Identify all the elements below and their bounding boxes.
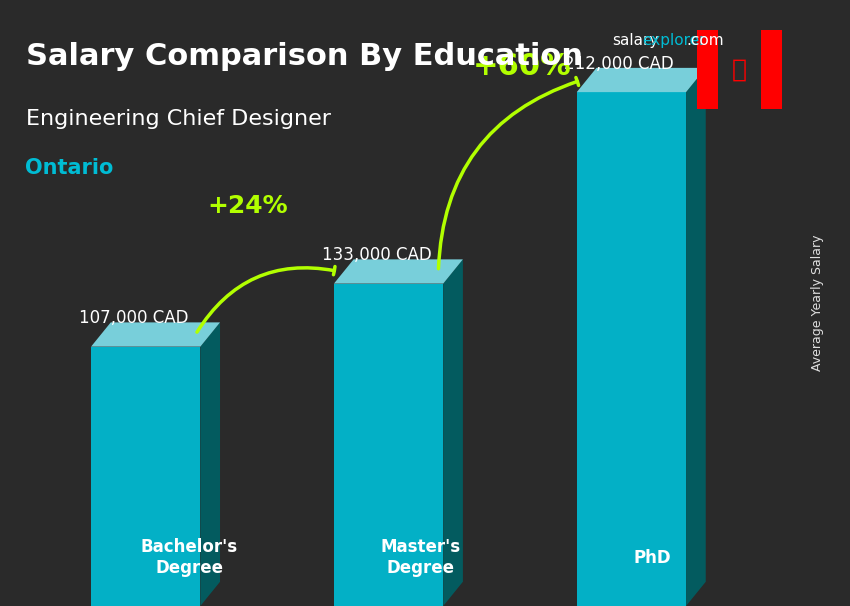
Polygon shape bbox=[443, 259, 463, 606]
Text: 133,000 CAD: 133,000 CAD bbox=[321, 246, 431, 264]
Text: salary: salary bbox=[612, 33, 659, 48]
Text: explorer: explorer bbox=[642, 33, 706, 48]
Text: Master's
Degree: Master's Degree bbox=[381, 538, 461, 577]
Text: Engineering Chief Designer: Engineering Chief Designer bbox=[26, 109, 331, 129]
Polygon shape bbox=[577, 68, 706, 92]
Text: Bachelor's
Degree: Bachelor's Degree bbox=[141, 538, 238, 577]
Polygon shape bbox=[686, 68, 706, 606]
Text: +24%: +24% bbox=[207, 194, 288, 218]
Text: +60%: +60% bbox=[473, 52, 571, 81]
Polygon shape bbox=[91, 322, 220, 347]
Polygon shape bbox=[761, 30, 782, 109]
Polygon shape bbox=[334, 284, 443, 606]
Polygon shape bbox=[91, 347, 201, 606]
Polygon shape bbox=[201, 322, 220, 606]
Text: Average Yearly Salary: Average Yearly Salary bbox=[812, 235, 824, 371]
Text: Salary Comparison By Education: Salary Comparison By Education bbox=[26, 42, 582, 72]
Text: 212,000 CAD: 212,000 CAD bbox=[564, 55, 674, 73]
Polygon shape bbox=[697, 30, 718, 109]
Text: Ontario: Ontario bbox=[26, 158, 114, 178]
Text: 🍁: 🍁 bbox=[732, 58, 747, 82]
Text: .com: .com bbox=[687, 33, 724, 48]
Polygon shape bbox=[334, 259, 463, 284]
Polygon shape bbox=[577, 92, 686, 606]
Text: PhD: PhD bbox=[633, 548, 671, 567]
Text: 107,000 CAD: 107,000 CAD bbox=[79, 309, 189, 327]
